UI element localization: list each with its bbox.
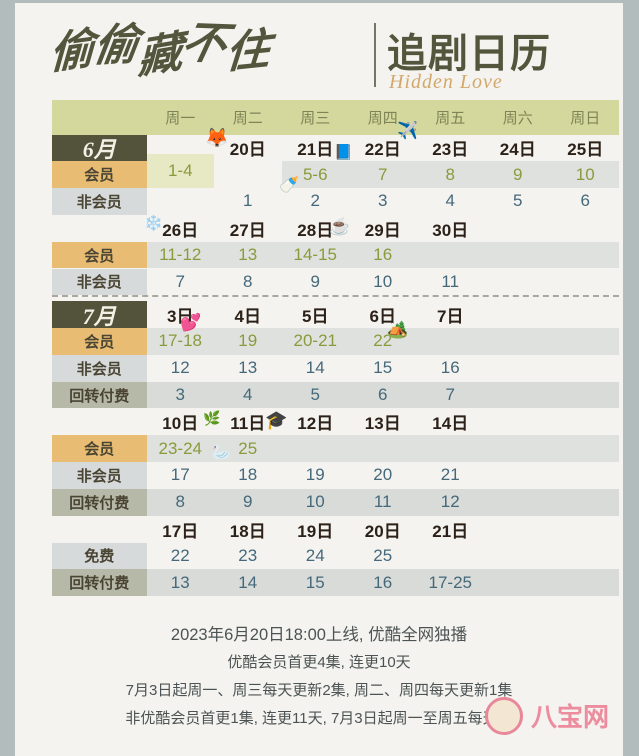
- svg-text:八宝网: 八宝网: [531, 702, 609, 732]
